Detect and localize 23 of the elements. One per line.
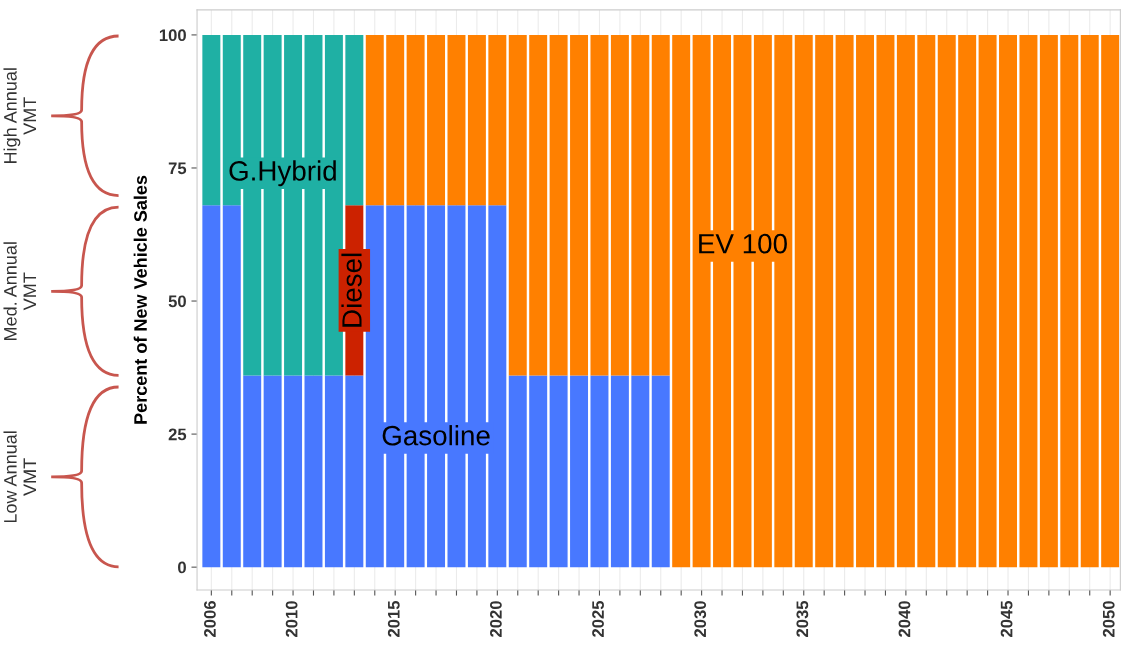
x-tick-label: 2045 (1000, 600, 1013, 637)
x-tick-label: 2030 (694, 601, 707, 637)
y-tick-label: 75 (168, 162, 187, 175)
y-tick-label: 100 (159, 29, 186, 42)
x-tick-label: 2006 (204, 601, 216, 637)
x-tick-label: 2010 (285, 601, 298, 637)
x-tick-label: 2025 (592, 600, 604, 637)
x-tick-label: 2020 (490, 601, 502, 637)
text: High Annual VMT (3, 68, 37, 163)
y-axis-title: Percent of New Vehicle Sales (133, 175, 147, 424)
series-label: G.Hybrid (229, 160, 336, 187)
series-label: Diesel (341, 253, 362, 327)
text: Low Annual VMT (3, 431, 37, 523)
y-tick-label: 50 (168, 295, 186, 308)
x-tick-label: 2050 (1102, 601, 1115, 637)
x-tick-label: 2040 (898, 601, 911, 637)
y-tick-label: 0 (178, 561, 186, 574)
y-tick-label: 25 (168, 428, 187, 441)
series-label: Gasoline (382, 425, 490, 446)
x-tick-label: 2035 (796, 600, 809, 637)
series-label: EV 100 (699, 233, 787, 254)
x-tick-label: 2015 (387, 600, 400, 637)
text: Med. Annual VMT (3, 242, 37, 340)
